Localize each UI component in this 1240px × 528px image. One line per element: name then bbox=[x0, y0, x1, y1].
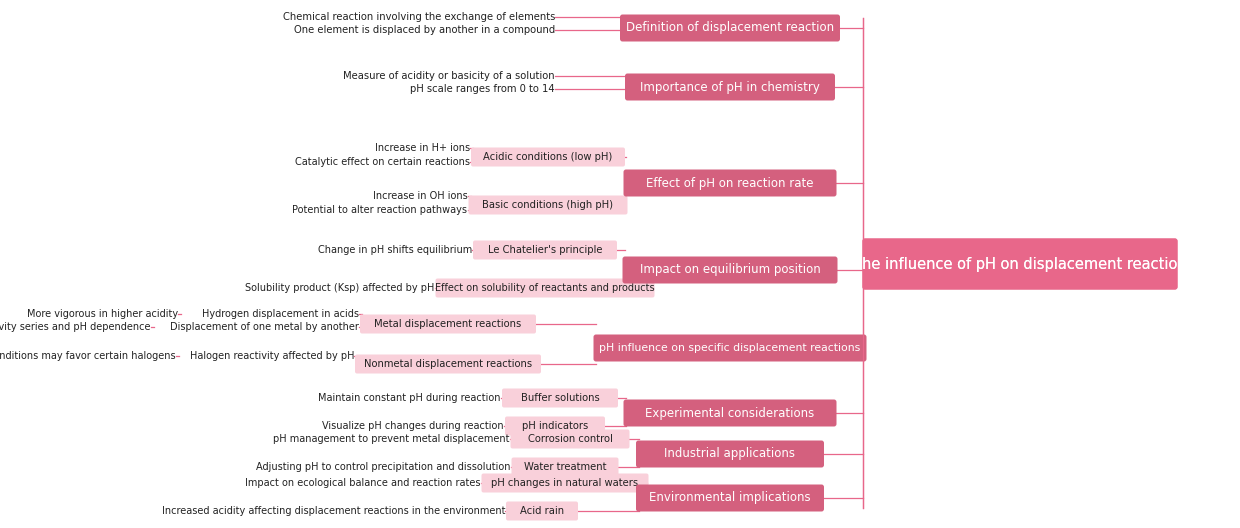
Text: Catalytic effect on certain reactions: Catalytic effect on certain reactions bbox=[295, 157, 470, 167]
Text: Experimental considerations: Experimental considerations bbox=[645, 407, 815, 420]
FancyBboxPatch shape bbox=[622, 257, 837, 284]
Text: Water treatment: Water treatment bbox=[523, 462, 606, 472]
Text: Basic conditions (high pH): Basic conditions (high pH) bbox=[482, 200, 614, 210]
Text: Nonmetal displacement reactions: Nonmetal displacement reactions bbox=[363, 359, 532, 369]
Text: Metal displacement reactions: Metal displacement reactions bbox=[374, 319, 522, 329]
Text: pH indicators: pH indicators bbox=[522, 421, 588, 431]
Text: Halogen reactivity affected by pH: Halogen reactivity affected by pH bbox=[190, 351, 353, 361]
Text: Industrial applications: Industrial applications bbox=[665, 448, 796, 460]
FancyBboxPatch shape bbox=[472, 240, 618, 259]
Text: Impact on ecological balance and reaction rates: Impact on ecological balance and reactio… bbox=[246, 478, 481, 488]
FancyBboxPatch shape bbox=[469, 195, 627, 214]
Text: Acidic conditions (low pH): Acidic conditions (low pH) bbox=[484, 152, 613, 162]
Text: Environmental implications: Environmental implications bbox=[650, 492, 811, 504]
FancyBboxPatch shape bbox=[435, 278, 655, 297]
Text: Acid rain: Acid rain bbox=[520, 506, 564, 516]
Text: Effect on solubility of reactants and products: Effect on solubility of reactants and pr… bbox=[435, 283, 655, 293]
Text: More vigorous in higher acidity: More vigorous in higher acidity bbox=[27, 309, 179, 319]
FancyBboxPatch shape bbox=[863, 239, 1178, 289]
FancyBboxPatch shape bbox=[636, 485, 825, 512]
Text: pH changes in natural waters: pH changes in natural waters bbox=[491, 478, 639, 488]
Text: Impact on equilibrium position: Impact on equilibrium position bbox=[640, 263, 821, 277]
FancyBboxPatch shape bbox=[511, 457, 619, 476]
FancyBboxPatch shape bbox=[625, 73, 835, 100]
Text: Buffer solutions: Buffer solutions bbox=[521, 393, 599, 403]
Text: Adjusting pH to control precipitation and dissolution: Adjusting pH to control precipitation an… bbox=[255, 462, 511, 472]
Text: Increased acidity affecting displacement reactions in the environment: Increased acidity affecting displacement… bbox=[161, 506, 505, 516]
FancyBboxPatch shape bbox=[511, 429, 630, 448]
FancyBboxPatch shape bbox=[481, 474, 649, 493]
FancyBboxPatch shape bbox=[624, 400, 837, 427]
Text: Definition of displacement reaction: Definition of displacement reaction bbox=[626, 22, 835, 34]
Text: Acidic conditions may favor certain halogens: Acidic conditions may favor certain halo… bbox=[0, 351, 176, 361]
Text: Visualize pH changes during reaction: Visualize pH changes during reaction bbox=[322, 421, 503, 431]
Text: pH management to prevent metal displacement: pH management to prevent metal displacem… bbox=[273, 434, 510, 444]
Text: One element is displaced by another in a compound: One element is displaced by another in a… bbox=[294, 25, 556, 35]
Text: The influence of pH on displacement reaction: The influence of pH on displacement reac… bbox=[853, 257, 1187, 271]
FancyBboxPatch shape bbox=[506, 502, 578, 521]
FancyBboxPatch shape bbox=[624, 169, 837, 196]
Text: Solubility product (Ksp) affected by pH: Solubility product (Ksp) affected by pH bbox=[246, 283, 434, 293]
FancyBboxPatch shape bbox=[471, 147, 625, 166]
FancyBboxPatch shape bbox=[360, 315, 536, 334]
Text: Maintain constant pH during reaction: Maintain constant pH during reaction bbox=[319, 393, 501, 403]
Text: Increase in H+ ions: Increase in H+ ions bbox=[374, 143, 470, 153]
FancyBboxPatch shape bbox=[502, 389, 618, 408]
FancyBboxPatch shape bbox=[594, 335, 867, 362]
Text: Potential to alter reaction pathways: Potential to alter reaction pathways bbox=[293, 205, 467, 215]
Text: Chemical reaction involving the exchange of elements: Chemical reaction involving the exchange… bbox=[283, 12, 556, 22]
Text: Importance of pH in chemistry: Importance of pH in chemistry bbox=[640, 80, 820, 93]
FancyBboxPatch shape bbox=[636, 440, 825, 467]
Text: Hydrogen displacement in acids: Hydrogen displacement in acids bbox=[202, 309, 360, 319]
Text: The influence of pH on displacement reaction: The influence of pH on displacement reac… bbox=[853, 257, 1187, 271]
Text: pH scale ranges from 0 to 14: pH scale ranges from 0 to 14 bbox=[410, 84, 556, 94]
FancyBboxPatch shape bbox=[620, 14, 839, 42]
FancyBboxPatch shape bbox=[863, 239, 1178, 289]
Text: Le Chatelier's principle: Le Chatelier's principle bbox=[487, 245, 603, 255]
Text: pH influence on specific displacement reactions: pH influence on specific displacement re… bbox=[599, 343, 861, 353]
FancyBboxPatch shape bbox=[505, 417, 605, 436]
Text: Increase in OH ions: Increase in OH ions bbox=[373, 191, 467, 201]
FancyBboxPatch shape bbox=[355, 354, 541, 373]
Text: Corrosion control: Corrosion control bbox=[527, 434, 613, 444]
Text: Effect of pH on reaction rate: Effect of pH on reaction rate bbox=[646, 176, 813, 190]
Text: Measure of acidity or basicity of a solution: Measure of acidity or basicity of a solu… bbox=[343, 71, 556, 81]
Text: Change in pH shifts equilibrium: Change in pH shifts equilibrium bbox=[317, 245, 472, 255]
Text: Activity series and pH dependence: Activity series and pH dependence bbox=[0, 322, 151, 332]
Text: Displacement of one metal by another: Displacement of one metal by another bbox=[170, 322, 360, 332]
